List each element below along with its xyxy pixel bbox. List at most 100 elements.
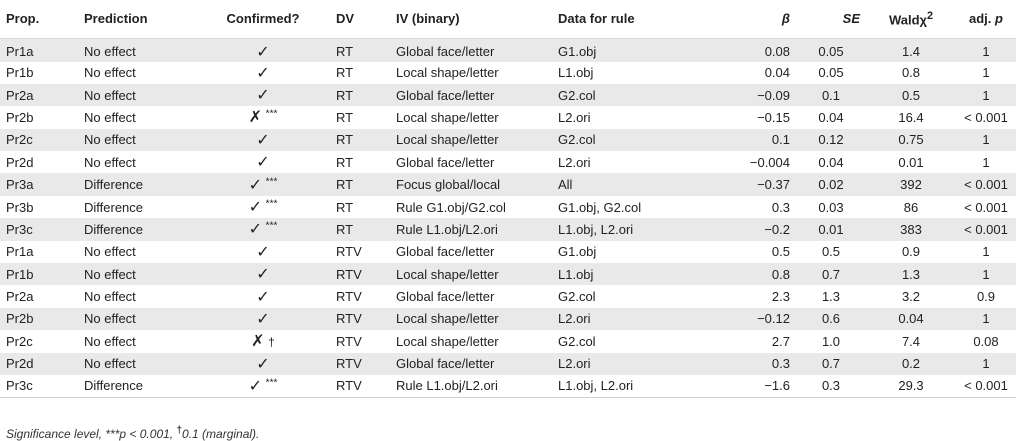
cell-beta: −0.004 bbox=[749, 154, 790, 170]
table-header: Prop. Prediction Confirmed? DV IV (binar… bbox=[0, 0, 1016, 39]
cell-beta: 2.3 bbox=[771, 289, 790, 305]
cell-prediction: No effect bbox=[84, 44, 136, 59]
cell-iv: Local shape/letter bbox=[396, 266, 499, 282]
cell-beta: 0.1 bbox=[771, 132, 790, 148]
cell-dv: RTV bbox=[336, 244, 362, 260]
cell-data-for-rule: L1.obj, L2.ori bbox=[552, 374, 676, 398]
cell-dv: RTV bbox=[336, 333, 362, 349]
cell-prediction: No effect bbox=[84, 311, 136, 327]
cell-beta: 2.7 bbox=[771, 333, 790, 349]
table-row: Pr2b No effect ✓ RTV Local shape/letter L2.or… bbox=[0, 307, 1016, 331]
cell-wald: 0.01 bbox=[898, 154, 924, 170]
cell-iv: Rule G1.obj/G2.col bbox=[396, 199, 506, 215]
significance-marker: *** bbox=[265, 221, 278, 233]
cell-data-for-rule: G1.obj bbox=[558, 44, 597, 59]
cell-confirmed: ✓ bbox=[196, 62, 330, 84]
cell-beta: 0.8 bbox=[771, 266, 790, 282]
cell-adj-p: 1 bbox=[982, 44, 990, 59]
cell-adj-p: 1 bbox=[982, 65, 990, 81]
significance-marker: *** bbox=[265, 198, 278, 210]
cell-data-for-rule: All bbox=[558, 177, 573, 193]
cell-prediction: No effect bbox=[84, 266, 136, 282]
cell-prediction: No effect bbox=[84, 65, 136, 81]
cell-prediction: Difference bbox=[78, 374, 196, 398]
cell-data-for-rule: L1.obj, L2.ori bbox=[558, 221, 634, 237]
table-row: Pr3a Difference ✓ *** RT Focus global/local A… bbox=[0, 173, 1016, 196]
cell-data-for-rule: G1.obj bbox=[558, 244, 597, 260]
cell-iv: Focus global/local bbox=[396, 177, 501, 193]
cell-prediction: Difference bbox=[84, 199, 144, 215]
cell-confirmed: ✓ bbox=[196, 38, 330, 62]
cell-iv: Global face/letter bbox=[396, 244, 495, 260]
cell-prop: Pr3c bbox=[6, 221, 33, 237]
cell-confirmed: ✓ bbox=[196, 151, 330, 173]
cell-beta: −1.6 bbox=[676, 374, 796, 398]
cell-beta: −0.09 bbox=[757, 87, 790, 103]
cell-beta: −0.2 bbox=[764, 221, 790, 237]
check-mark-icon: ✓ bbox=[248, 377, 263, 395]
header-adj-p-italic: p bbox=[995, 11, 1003, 27]
cell-adj-p: 1 bbox=[982, 154, 990, 170]
cell-data-for-rule: L2.ori bbox=[558, 356, 591, 372]
cell-prediction: No effect bbox=[84, 154, 136, 170]
cell-confirmed: ✓ *** bbox=[196, 374, 330, 398]
cell-wald: 0.04 bbox=[898, 311, 924, 327]
cross-mark-icon: ✗ bbox=[248, 109, 263, 127]
cell-dv: RT bbox=[336, 221, 354, 237]
table-row: Pr2a No effect ✓ RT Global face/letter G2.col… bbox=[0, 83, 1016, 107]
check-mark-icon: ✓ bbox=[256, 154, 270, 172]
cell-prediction: Difference bbox=[84, 177, 144, 193]
cell-adj-p: < 0.001 bbox=[956, 374, 1016, 398]
cell-wald: 7.4 bbox=[901, 333, 921, 349]
table-footnote: Significance level, ***p < 0.001, †0.1 (… bbox=[6, 425, 259, 441]
cell-wald: 0.9 bbox=[901, 244, 921, 260]
table-row: Pr3c Difference ✓ *** RT Rule L1.obj/L2.ori L… bbox=[0, 218, 1016, 241]
cell-iv: Global face/letter bbox=[396, 44, 495, 59]
cell-adj-p: < 0.001 bbox=[964, 177, 1008, 193]
header-dv: DV bbox=[330, 0, 390, 39]
check-mark-icon: ✓ bbox=[256, 87, 270, 105]
cell-se: 0.7 bbox=[821, 266, 841, 282]
cell-data-for-rule: L1.obj bbox=[558, 65, 594, 81]
cell-se: 0.5 bbox=[821, 244, 841, 260]
cell-beta: 0.3 bbox=[771, 356, 790, 372]
header-data-for-rule: Data for rule bbox=[552, 0, 676, 39]
check-mark-icon: ✓ bbox=[256, 355, 270, 373]
footnote-dagger: † bbox=[176, 425, 183, 436]
footnote-stars: *** bbox=[105, 427, 120, 441]
cell-iv: Global face/letter bbox=[396, 87, 495, 103]
cell-confirmed: ✓ *** bbox=[196, 173, 330, 195]
cell-dv: RTV bbox=[336, 266, 362, 282]
cell-se: 0.05 bbox=[818, 65, 844, 81]
cell-prediction: No effect bbox=[84, 289, 136, 305]
check-mark-icon: ✓ bbox=[248, 221, 263, 239]
cell-se: 0.04 bbox=[818, 154, 844, 170]
cell-se: 0.02 bbox=[818, 177, 844, 193]
cell-prop: Pr2b bbox=[6, 109, 34, 125]
header-adj-p: adj. p bbox=[956, 0, 1016, 39]
cell-adj-p: < 0.001 bbox=[964, 109, 1008, 125]
header-se: SE bbox=[796, 0, 866, 39]
cell-wald: 1.3 bbox=[901, 266, 921, 282]
cell-data-for-rule: G2.col bbox=[558, 289, 596, 305]
header-prop: Prop. bbox=[0, 0, 78, 39]
cell-iv: Local shape/letter bbox=[396, 333, 499, 349]
cell-data-for-rule: G2.col bbox=[558, 132, 596, 148]
cell-confirmed: ✗ † bbox=[196, 330, 330, 352]
cell-wald: 0.75 bbox=[898, 132, 924, 148]
significance-marker: *** bbox=[265, 109, 278, 121]
cell-data-for-rule: G1.obj, G2.col bbox=[558, 199, 642, 215]
cell-dv: RTV bbox=[336, 289, 362, 305]
cell-adj-p: 1 bbox=[982, 311, 990, 327]
cell-prediction: No effect bbox=[84, 356, 136, 372]
table-row: Pr2b No effect ✗ *** RT Local shape/letter L2… bbox=[0, 106, 1016, 129]
cell-confirmed: ✓ bbox=[196, 129, 330, 151]
cross-mark-icon: ✗ bbox=[251, 333, 265, 351]
check-mark-icon: ✓ bbox=[256, 131, 270, 149]
cell-adj-p: 1 bbox=[982, 356, 990, 372]
cell-iv: Global face/letter bbox=[396, 356, 495, 372]
cell-confirmed: ✓ *** bbox=[196, 196, 330, 218]
footnote-text-a: Significance level, bbox=[6, 427, 106, 441]
cell-iv: Global face/letter bbox=[396, 289, 495, 305]
